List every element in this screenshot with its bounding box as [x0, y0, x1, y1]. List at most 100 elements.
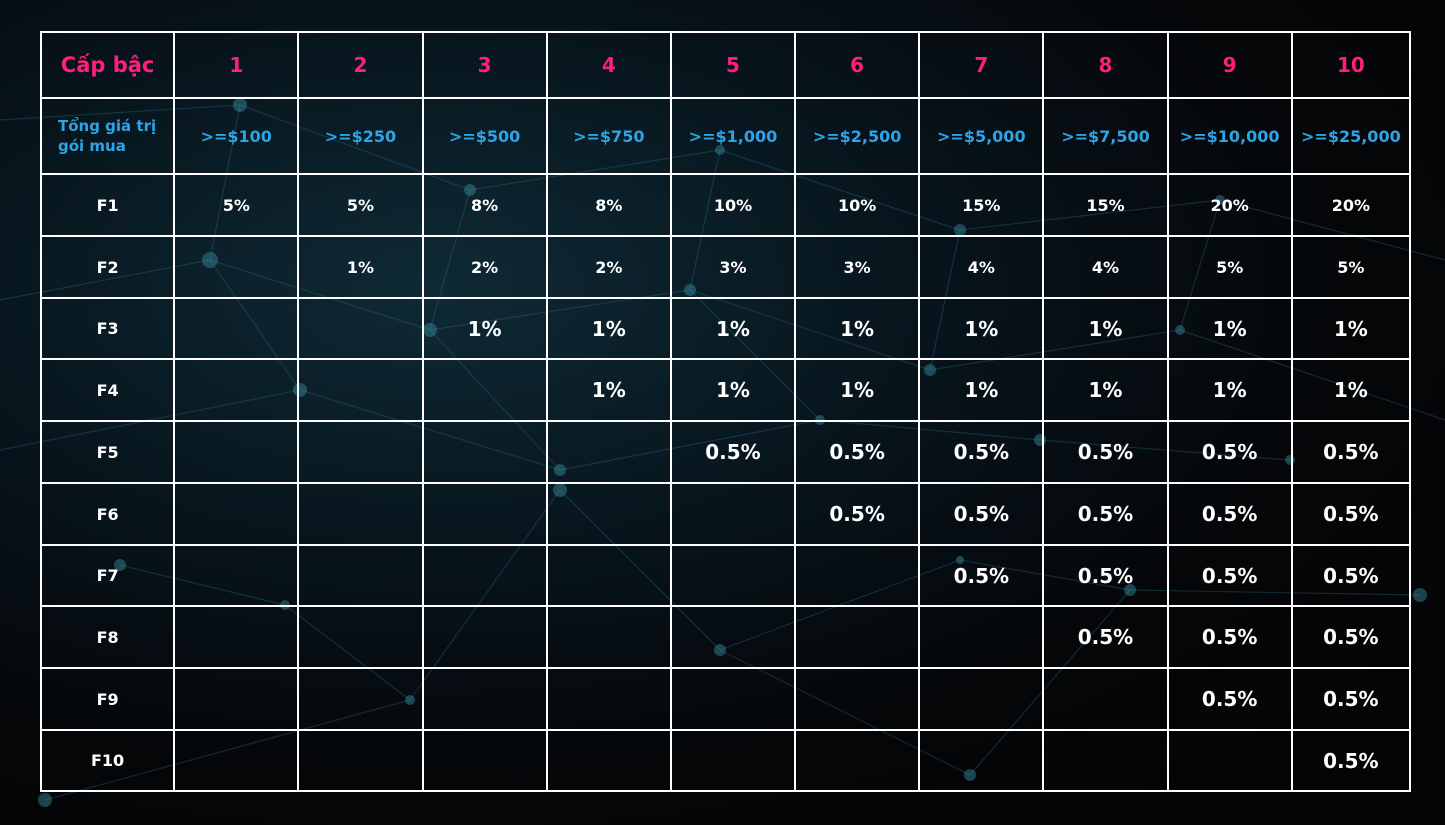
commission-cell — [918, 605, 1045, 669]
commission-cell — [545, 544, 672, 607]
commission-cell — [545, 482, 672, 546]
commission-cell: 0.5% — [918, 544, 1045, 607]
level-header-row: Cấp bậc 1 2 3 4 5 6 7 8 9 10 — [39, 31, 1412, 99]
threshold-5: >=$1,000 — [669, 97, 797, 175]
commission-cell: 0.5% — [1290, 482, 1412, 546]
commission-cell — [421, 605, 548, 669]
commission-cell: 10% — [794, 173, 921, 237]
row-label-f7: F7 — [39, 544, 176, 607]
commission-cell: 1% — [669, 297, 797, 360]
commission-cell: 8% — [545, 173, 672, 237]
commission-cell — [1042, 667, 1169, 731]
row-label-f10: F10 — [39, 729, 176, 792]
commission-cell — [794, 544, 921, 607]
threshold-row: Tổng giá trị gói mua >=$100 >=$250 >=$500 >=… — [39, 97, 1412, 175]
commission-cell: 0.5% — [794, 482, 921, 546]
level-header-7: 7 — [918, 31, 1045, 99]
table-row: F9 0.5% 0.5% — [39, 667, 1412, 731]
commission-cell — [669, 605, 797, 669]
commission-cell: 5% — [1290, 235, 1412, 299]
commission-cell: 0.5% — [1166, 605, 1293, 669]
commission-cell — [794, 667, 921, 731]
commission-cell: 0.5% — [794, 420, 921, 484]
commission-cell: 1% — [1042, 297, 1169, 360]
commission-cell — [173, 235, 300, 299]
commission-cell — [421, 358, 548, 422]
commission-cell — [918, 729, 1045, 792]
commission-cell — [173, 420, 300, 484]
commission-cell — [421, 420, 548, 484]
commission-cell: 0.5% — [1166, 544, 1293, 607]
commission-cell — [297, 297, 424, 360]
commission-cell — [545, 667, 672, 731]
commission-cell: 15% — [918, 173, 1045, 237]
commission-table: Cấp bậc 1 2 3 4 5 6 7 8 9 10 Tổng giá trị gói mua >=… — [39, 31, 1412, 792]
commission-cell — [794, 729, 921, 792]
threshold-9: >=$10,000 — [1166, 97, 1293, 175]
commission-cell: 5% — [173, 173, 300, 237]
table-row: F8 0.5% 0.5% 0.5% — [39, 605, 1412, 669]
commission-cell: 10% — [669, 173, 797, 237]
commission-cell: 0.5% — [918, 482, 1045, 546]
commission-cell: 1% — [545, 297, 672, 360]
level-header-3: 3 — [421, 31, 548, 99]
commission-cell: 1% — [918, 297, 1045, 360]
commission-cell: 1% — [669, 358, 797, 422]
commission-cell — [421, 667, 548, 731]
commission-cell — [297, 544, 424, 607]
commission-cell: 0.5% — [1290, 420, 1412, 484]
commission-cell — [421, 729, 548, 792]
table-row: F3 1% 1% 1% 1% 1% 1% 1% 1% — [39, 297, 1412, 360]
commission-cell: 0.5% — [1042, 544, 1169, 607]
threshold-7: >=$5,000 — [918, 97, 1045, 175]
row-label-f2: F2 — [39, 235, 176, 299]
commission-cell — [545, 605, 672, 669]
commission-cell: 0.5% — [1042, 605, 1169, 669]
commission-cell: 3% — [669, 235, 797, 299]
commission-cell: 20% — [1166, 173, 1293, 237]
commission-cell: 1% — [297, 235, 424, 299]
commission-cell: 15% — [1042, 173, 1169, 237]
commission-cell: 20% — [1290, 173, 1412, 237]
level-header-4: 4 — [545, 31, 672, 99]
threshold-10: >=$25,000 — [1290, 97, 1412, 175]
level-header-2: 2 — [297, 31, 424, 99]
commission-cell: 1% — [545, 358, 672, 422]
commission-cell — [173, 667, 300, 731]
commission-cell: 0.5% — [1042, 420, 1169, 484]
commission-cell: 3% — [794, 235, 921, 299]
table-row: F1 5% 5% 8% 8% 10% 10% 15% 15% 20% 20% — [39, 173, 1412, 237]
commission-cell — [1042, 729, 1169, 792]
commission-cell — [297, 605, 424, 669]
level-header-10: 10 — [1290, 31, 1412, 99]
threshold-6: >=$2,500 — [794, 97, 921, 175]
commission-cell: 1% — [794, 297, 921, 360]
row-label-f5: F5 — [39, 420, 176, 484]
commission-cell: 1% — [794, 358, 921, 422]
commission-cell: 1% — [1290, 297, 1412, 360]
commission-cell: 8% — [421, 173, 548, 237]
commission-cell: 1% — [1042, 358, 1169, 422]
commission-cell: 0.5% — [1042, 482, 1169, 546]
commission-cell — [297, 729, 424, 792]
commission-cell: 2% — [545, 235, 672, 299]
commission-cell — [173, 544, 300, 607]
commission-cell — [297, 420, 424, 484]
commission-cell — [545, 729, 672, 792]
commission-cell: 0.5% — [918, 420, 1045, 484]
commission-cell: 4% — [918, 235, 1045, 299]
commission-cell — [297, 482, 424, 546]
commission-cell: 5% — [1166, 235, 1293, 299]
commission-cell: 0.5% — [1166, 482, 1293, 546]
commission-cell — [669, 667, 797, 731]
row-label-f8: F8 — [39, 605, 176, 669]
threshold-8: >=$7,500 — [1042, 97, 1169, 175]
commission-cell — [297, 667, 424, 731]
table-row: F2 1% 2% 2% 3% 3% 4% 4% 5% 5% — [39, 235, 1412, 299]
threshold-1: >=$100 — [173, 97, 300, 175]
commission-cell — [173, 729, 300, 792]
commission-cell: 1% — [421, 297, 548, 360]
threshold-2: >=$250 — [297, 97, 424, 175]
table-row: F10 0.5% — [39, 729, 1412, 792]
commission-cell — [794, 605, 921, 669]
